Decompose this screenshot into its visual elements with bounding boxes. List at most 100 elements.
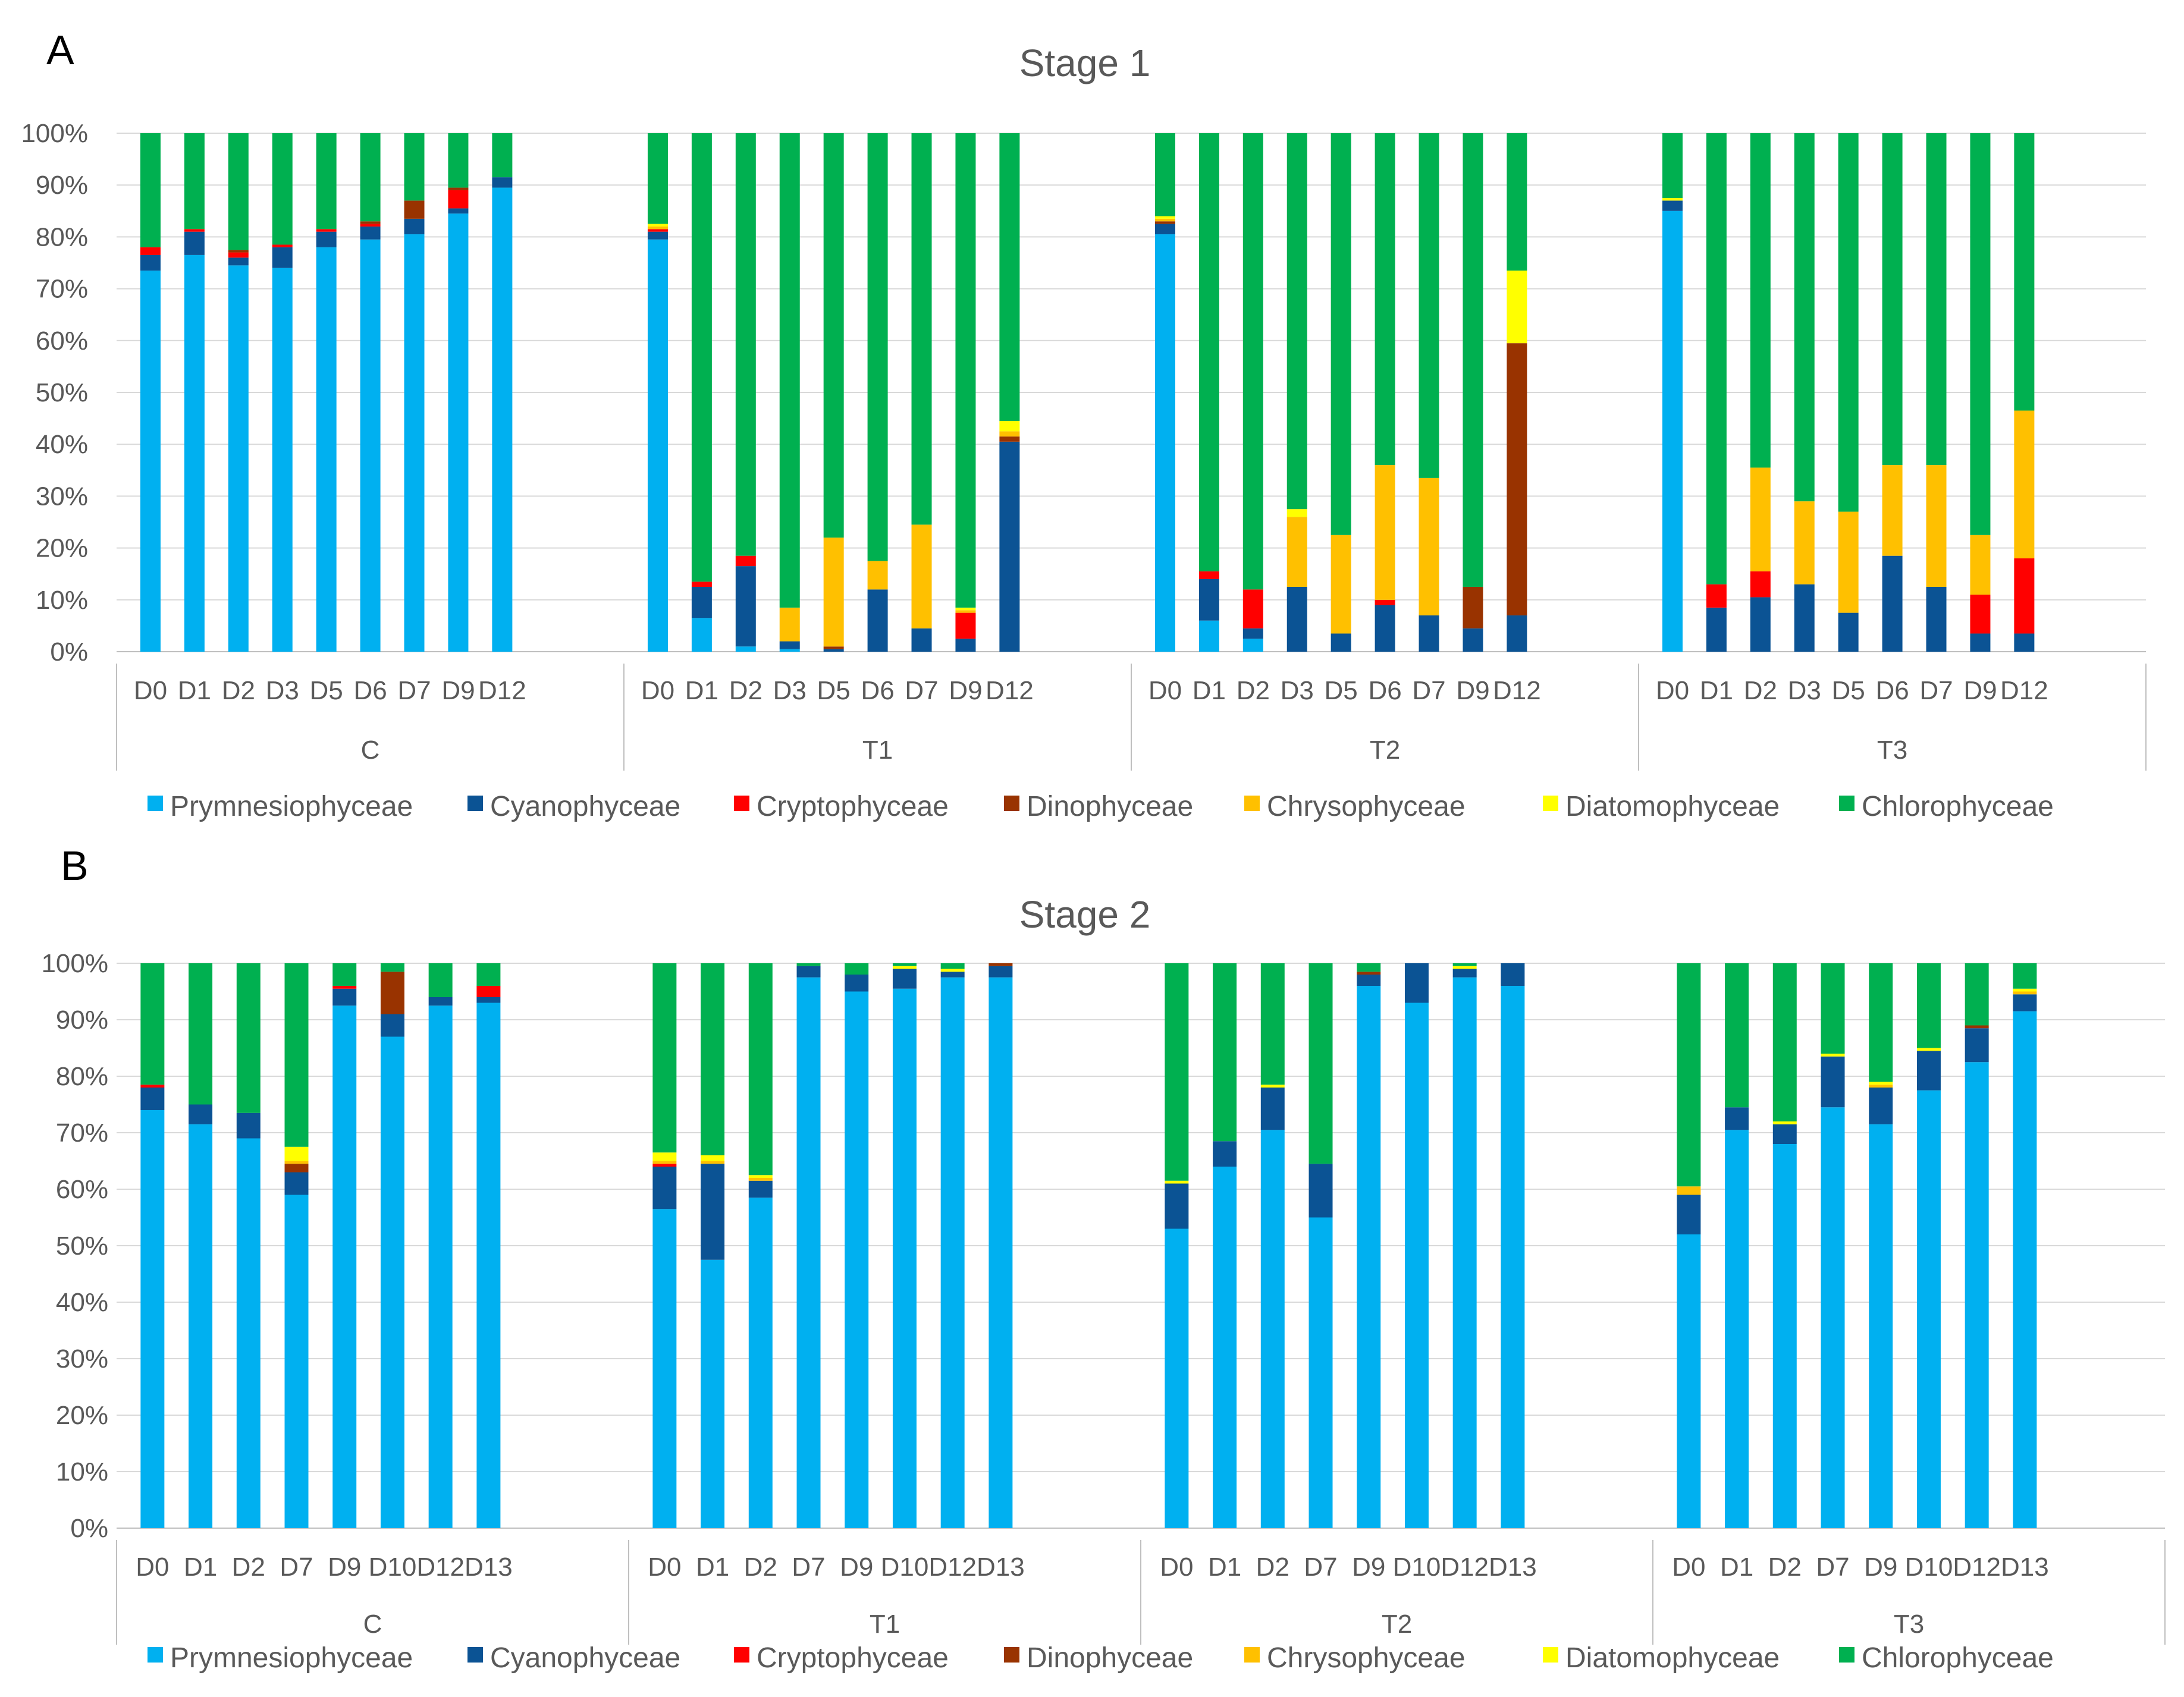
stage1-x-tick-c-d12: D12 bbox=[478, 676, 526, 705]
stage2-x-tick-t1-d7: D7 bbox=[792, 1553, 825, 1582]
stage2-bar-t3-d7-diatomophyceae bbox=[1821, 1054, 1845, 1057]
stage2-x-tick-t3-d7: D7 bbox=[1816, 1553, 1849, 1582]
stage1-bar-c-d1-chlorophyceae bbox=[184, 133, 205, 230]
stage2-bar-t1-d2-chlorophyceae bbox=[748, 963, 773, 1176]
stage1-bar-t2-d2-prymnesiophyceae bbox=[1242, 639, 1263, 652]
stage2-bar-t1-d10-diatomophyceae bbox=[892, 966, 917, 969]
stage2-x-tick-t3-d1: D1 bbox=[1720, 1553, 1753, 1582]
stage1-legend-label-cyanophyceae: Cyanophyceae bbox=[490, 791, 680, 822]
stage2-bar-t2-d2-prymnesiophyceae bbox=[1260, 1130, 1285, 1528]
stage1-bar-t2-d6-cyanophyceae bbox=[1375, 605, 1395, 652]
stage2-bar-t3-d9-prymnesiophyceae bbox=[1869, 1124, 1893, 1528]
stage1-bar-t3-d12-chrysophyceae bbox=[2014, 410, 2035, 559]
stage1-y-tick-10-: 10% bbox=[36, 586, 88, 615]
stage2-x-tick-t3-d9: D9 bbox=[1864, 1553, 1897, 1582]
stage2-bar-t3-d13-chrysophyceae bbox=[2013, 991, 2037, 995]
stage2-bar-t1-d13-prymnesiophyceae bbox=[989, 977, 1013, 1528]
stage1-y-tick-80-: 80% bbox=[36, 222, 88, 252]
stage1-bar-t3-d0-chlorophyceae bbox=[1662, 133, 1683, 198]
stage2-x-tick-t1-d12: D12 bbox=[928, 1553, 977, 1582]
stage1-x-tick-t3-d5: D5 bbox=[1832, 676, 1865, 705]
stage1-bar-t3-d7-chlorophyceae bbox=[1926, 133, 1947, 466]
stage2-bar-c-d12-chlorophyceae bbox=[428, 963, 453, 997]
stage2-group-label-t2: T2 bbox=[1382, 1610, 1412, 1639]
stage1-x-tick-c-d9: D9 bbox=[441, 676, 475, 705]
stage2-bar-t1-d10-cyanophyceae bbox=[892, 969, 917, 989]
stage1-bar-t1-d1-prymnesiophyceae bbox=[691, 618, 712, 652]
stage1-bar-t2-d12-dinophyceae bbox=[1507, 343, 1527, 615]
stage1-bar-c-d5-cyanophyceae bbox=[316, 231, 337, 247]
stage2-bar-t3-d12-prymnesiophyceae bbox=[1965, 1062, 1989, 1528]
stage2-bar-t3-d9-cyanophyceae bbox=[1869, 1088, 1893, 1124]
chart-title-stage-1: Stage 1 bbox=[1019, 42, 1151, 84]
stage1-bar-t3-d12-cryptophyceae bbox=[2014, 558, 2035, 634]
stage1-bar-t1-d2-cryptophyceae bbox=[735, 555, 756, 567]
stage2-bar-t2-d12-cyanophyceae bbox=[1452, 969, 1477, 978]
stage2-bar-t3-d0-cyanophyceae bbox=[1677, 1195, 1701, 1234]
stage1-bar-t3-d2-chlorophyceae bbox=[1750, 133, 1771, 468]
stage1-bar-c-d3-cyanophyceae bbox=[272, 247, 293, 268]
stage2-bar-t1-d1-chlorophyceae bbox=[701, 963, 725, 1155]
stage1-bar-c-d9-cryptophyceae bbox=[448, 190, 469, 209]
stage2-y-tick-80-: 80% bbox=[56, 1062, 108, 1091]
panel-letter-a: A bbox=[46, 27, 74, 73]
stage2-legend-swatch-cryptophyceae bbox=[734, 1647, 749, 1663]
stage1-bar-t2-d9-chlorophyceae bbox=[1463, 133, 1483, 587]
stage2-bar-c-d0-prymnesiophyceae bbox=[140, 1110, 165, 1528]
stage2-bar-c-d0-chlorophyceae bbox=[140, 963, 165, 1085]
stage1-bar-c-d6-chlorophyceae bbox=[360, 133, 381, 222]
stage2-bar-c-d7-chlorophyceae bbox=[284, 963, 309, 1147]
stage2-bar-t1-d10-chlorophyceae bbox=[892, 963, 917, 966]
stage1-x-tick-t1-d12: D12 bbox=[986, 676, 1034, 705]
stage2-group-label-t3: T3 bbox=[1894, 1610, 1924, 1639]
stage2-bar-t1-d9-chlorophyceae bbox=[845, 963, 869, 975]
stage2-bar-t3-d12-chlorophyceae bbox=[1965, 963, 1989, 1026]
stage2-bar-t1-d1-diatomophyceae bbox=[701, 1155, 725, 1161]
stage1-bar-t1-d9-chlorophyceae bbox=[955, 133, 976, 608]
stage1-bar-c-d9-prymnesiophyceae bbox=[448, 213, 469, 652]
stage1-bar-t1-d9-cryptophyceae bbox=[955, 612, 976, 639]
stage1-bar-t2-d6-chrysophyceae bbox=[1375, 465, 1395, 600]
stage2-bar-t1-d9-prymnesiophyceae bbox=[845, 991, 869, 1528]
stage1-y-tick-50-: 50% bbox=[36, 378, 88, 407]
stage1-x-tick-t1-d5: D5 bbox=[817, 676, 851, 705]
stage1-bar-c-d12-chlorophyceae bbox=[492, 133, 513, 178]
stage1-bar-t3-d2-chrysophyceae bbox=[1750, 467, 1771, 571]
chart-title-stage-2: Stage 2 bbox=[1019, 893, 1151, 936]
stage2-bar-t1-d10-prymnesiophyceae bbox=[892, 988, 917, 1528]
stage2-legend-swatch-cyanophyceae bbox=[467, 1647, 483, 1663]
stage2-bar-t1-d1-cyanophyceae bbox=[701, 1164, 725, 1260]
stage2-bar-c-d2-prymnesiophyceae bbox=[236, 1138, 261, 1528]
stage1-bar-t2-d0-dinophyceae bbox=[1154, 221, 1175, 224]
stage2-bar-c-d12-cyanophyceae bbox=[428, 997, 453, 1006]
stage1-x-tick-t2-d6: D6 bbox=[1368, 676, 1401, 705]
stage1-group-label-t1: T1 bbox=[862, 736, 893, 765]
stage2-bar-c-d7-cyanophyceae bbox=[284, 1172, 309, 1195]
stage2-bar-c-d2-chlorophyceae bbox=[236, 963, 261, 1113]
stage2-bar-t2-d9-dinophyceae bbox=[1357, 972, 1381, 975]
stage1-bar-t2-d9-cyanophyceae bbox=[1463, 628, 1483, 652]
stage1-bar-c-d9-chlorophyceae bbox=[448, 133, 469, 188]
stage1-x-tick-t2-d2: D2 bbox=[1237, 676, 1270, 705]
stage2-x-tick-t1-d10: D10 bbox=[881, 1553, 929, 1582]
stage2-bar-t2-d13-prymnesiophyceae bbox=[1501, 986, 1525, 1528]
stage2-bar-c-d13-chlorophyceae bbox=[476, 963, 501, 986]
stage1-x-tick-c-d1: D1 bbox=[178, 676, 211, 705]
stage1-bar-c-d5-cryptophyceae bbox=[316, 229, 337, 232]
stage2-bar-t2-d7-cyanophyceae bbox=[1308, 1164, 1333, 1218]
stage1-x-tick-t1-d7: D7 bbox=[905, 676, 938, 705]
stage2-bar-t3-d12-cyanophyceae bbox=[1965, 1028, 1989, 1063]
stage1-bar-t1-d12-diatomophyceae bbox=[999, 420, 1020, 432]
stage2-x-tick-t2-d7: D7 bbox=[1304, 1553, 1337, 1582]
stage1-bar-t3-d9-cyanophyceae bbox=[1970, 633, 1991, 652]
stage2-bar-t2-d9-chlorophyceae bbox=[1357, 963, 1381, 972]
stage2-bar-t1-d13-cyanophyceae bbox=[989, 966, 1013, 978]
stage1-bar-t1-d3-chrysophyceae bbox=[779, 607, 800, 642]
stage2-bar-c-d9-cryptophyceae bbox=[332, 986, 357, 989]
stage2-bar-t3-d13-diatomophyceae bbox=[2013, 988, 2037, 992]
stage1-group-label-t2: T2 bbox=[1370, 736, 1400, 765]
stage1-bar-t2-d2-cyanophyceae bbox=[1242, 628, 1263, 639]
stage2-bar-c-d13-prymnesiophyceae bbox=[476, 1003, 501, 1528]
stage2-bar-t1-d12-chlorophyceae bbox=[940, 963, 965, 969]
